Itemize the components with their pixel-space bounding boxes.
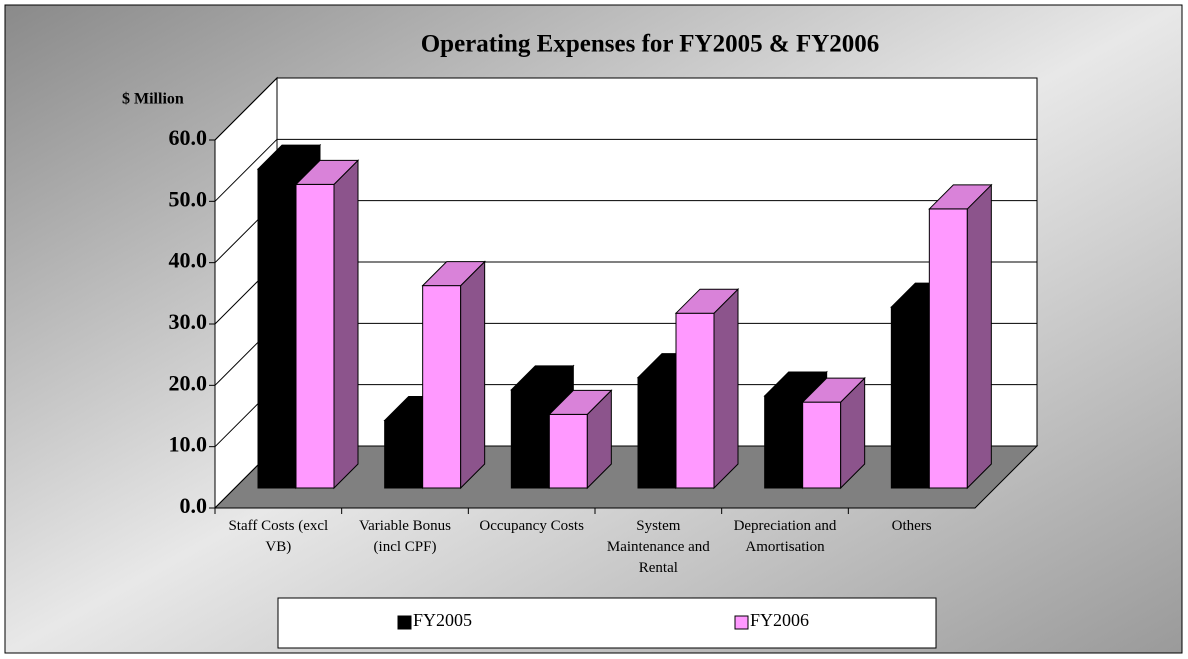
bar-front [764,395,804,489]
bar-front [637,377,677,489]
x-tick-label: Staff Costs (excl VB) [228,518,329,555]
bar-front [802,401,842,489]
x-tick-label: Others [891,518,932,534]
y-tick-label: 20.0 [169,370,208,395]
bar-top [510,365,575,391]
bar-front [257,168,297,489]
x-tick-label: Variable Bonus (incl CPF) [358,518,452,555]
bar-side [460,260,486,490]
legend-swatch [397,615,412,630]
y-tick-label: 0.0 [180,493,208,518]
bar-front [422,285,462,489]
plot-area: 0.0 10.0 20.0 30.0 40.0 50.0 60.0 [169,76,1039,518]
legend-swatch [734,615,749,630]
bar-top [421,261,486,287]
bar-front [675,312,715,489]
grid-line [214,77,1037,141]
bar-top [763,371,828,397]
bar-front [890,306,930,489]
y-tick-label: 40.0 [169,248,208,273]
legend-label: FY2005 [413,610,472,630]
legend-items: FY2005 FY2006 [397,610,809,630]
y-axis-label: $ Million [122,91,184,108]
bar-top [801,377,866,403]
bar-top [256,144,322,170]
y-tick-label: 60.0 [169,125,208,150]
bar-front [548,413,588,489]
bar-front [928,208,968,489]
chart-title: Operating Expenses for FY2005 & FY2006 [421,31,880,58]
legend [277,597,937,649]
y-tick-label: 10.0 [169,432,208,457]
x-tick-label: Depreciation and Amortisation [733,518,837,555]
bar-top [674,288,740,314]
bar-side [966,183,992,490]
bar-top [928,184,993,210]
bar-front [384,420,424,489]
bar-side [713,287,739,490]
x-tick-label: Occupancy Costs [479,518,584,534]
bar-front [295,183,335,489]
bar-front [510,389,550,489]
x-tick-label: System Maintenance and Rental [606,518,710,576]
bar-side [333,159,359,490]
y-tick-label: 50.0 [169,186,208,211]
bar-top [294,159,360,185]
legend-label: FY2006 [750,610,809,630]
bar-top [548,389,613,415]
grid-line [214,138,1037,202]
y-tick-label: 30.0 [169,309,208,334]
